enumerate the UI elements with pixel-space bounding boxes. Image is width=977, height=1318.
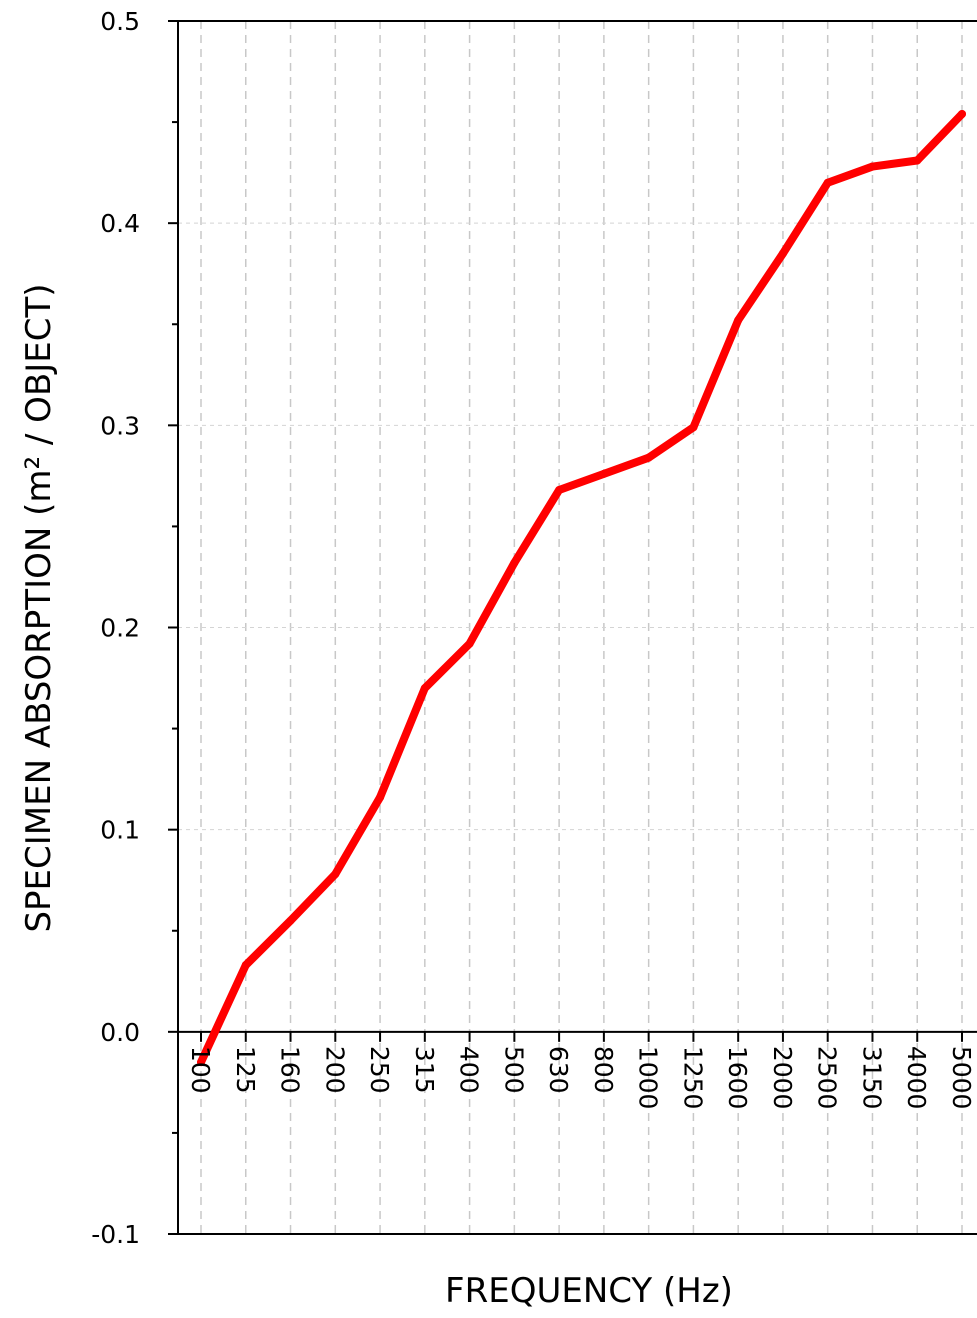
x-tick-label: 160 <box>276 1046 305 1094</box>
x-tick-label: 250 <box>365 1046 394 1094</box>
data-point <box>778 249 787 258</box>
x-tick-label: 500 <box>499 1046 528 1094</box>
data-point <box>823 178 832 187</box>
x-tick-label: 2500 <box>813 1046 842 1110</box>
data-point <box>241 961 250 970</box>
y-axis-title: SPECIMEN ABSORPTION (m² / OBJECT) <box>19 283 59 932</box>
series-layer <box>197 109 966 1067</box>
x-tick-label: 3150 <box>857 1046 886 1110</box>
axes <box>168 20 977 1235</box>
x-tick-label: 5000 <box>947 1046 976 1110</box>
x-tick-label: 1250 <box>678 1046 707 1110</box>
x-tick-label: 2000 <box>768 1046 797 1110</box>
x-axis-title: FREQUENCY (Hz) <box>445 1271 733 1311</box>
x-tick-label: 315 <box>410 1046 439 1094</box>
x-tick-label: 4000 <box>902 1046 931 1110</box>
x-tick-label: 200 <box>320 1046 349 1094</box>
y-tick-label: 0.3 <box>100 411 140 440</box>
data-point <box>868 162 877 171</box>
data-point <box>465 639 474 648</box>
x-tick-label: 400 <box>455 1046 484 1094</box>
data-point <box>555 486 564 495</box>
data-point <box>510 558 519 567</box>
tick-labels: -0.1 0.0 0.1 0.2 0.3 0.4 0.5 100 125 160 200 250 315… <box>91 7 976 1249</box>
y-tick-label: -0.1 <box>91 1220 140 1249</box>
data-point <box>420 684 429 693</box>
x-tick-label: 630 <box>544 1046 573 1094</box>
y-tick-label: 0.5 <box>100 7 140 36</box>
data-point <box>376 793 385 802</box>
series-line <box>197 109 966 1067</box>
y-tick-label: 0.1 <box>100 816 140 845</box>
x-tick-label: 100 <box>186 1046 215 1094</box>
x-tick-label: 1600 <box>723 1046 752 1110</box>
data-point <box>734 316 743 325</box>
data-point <box>331 870 340 879</box>
data-point <box>599 469 608 478</box>
data-point <box>689 423 698 432</box>
x-tick-label: 125 <box>231 1046 260 1094</box>
y-tick-label: 0.2 <box>100 614 140 643</box>
data-point <box>644 453 653 462</box>
data-point <box>286 916 295 925</box>
x-tick-label: 800 <box>589 1046 618 1094</box>
x-tick-label: 1000 <box>634 1046 663 1110</box>
data-point <box>197 1058 205 1067</box>
data-point <box>958 109 966 118</box>
y-tick-label: 0.4 <box>100 209 140 238</box>
data-point <box>913 156 922 165</box>
y-tick-label: 0.0 <box>100 1018 140 1047</box>
